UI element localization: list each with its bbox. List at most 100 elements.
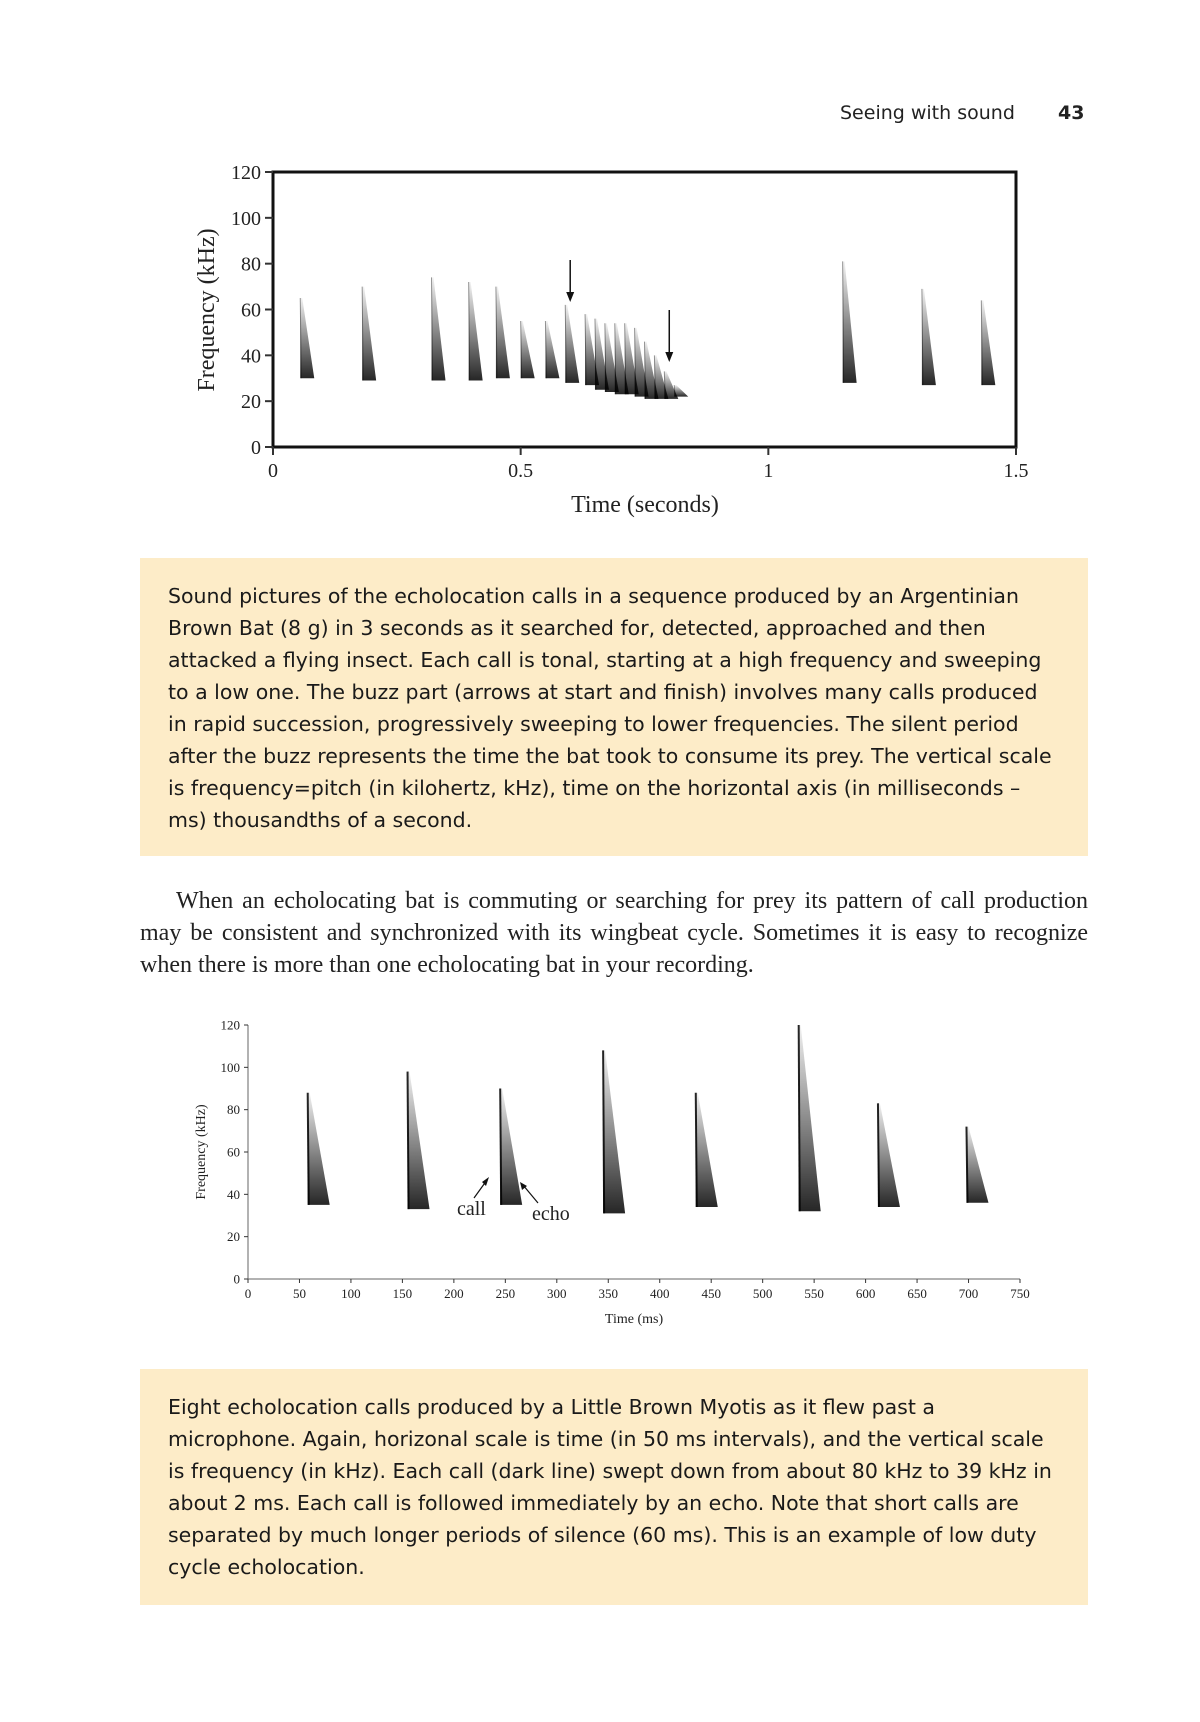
- call-line: [624, 323, 627, 395]
- y-tick-label: 80: [241, 254, 261, 276]
- y-tick-label: 40: [241, 345, 261, 367]
- x-tick-label: 0.5: [508, 460, 533, 482]
- y-tick-label: 100: [221, 1060, 241, 1075]
- call-line: [604, 323, 607, 393]
- arrow-head: [665, 352, 674, 362]
- call-line: [797, 1024, 801, 1212]
- call-line: [980, 300, 983, 386]
- y-tick-label: 120: [221, 1018, 241, 1033]
- call-line: [361, 286, 364, 381]
- y-tick-label: 60: [227, 1145, 240, 1160]
- x-tick-label: 1.5: [1004, 460, 1029, 482]
- call-trace: [520, 320, 535, 379]
- y-tick-label: 0: [234, 1272, 241, 1287]
- y-tick-label: 120: [231, 162, 261, 184]
- x-tick-label: 200: [444, 1286, 464, 1301]
- call-line: [499, 1088, 503, 1205]
- x-tick-label: 300: [547, 1286, 567, 1301]
- call-trace: [545, 320, 560, 379]
- x-tick-label: 450: [701, 1286, 721, 1301]
- call-trace: [495, 286, 510, 379]
- call-trace: [468, 282, 483, 381]
- call-trace: [300, 298, 315, 379]
- x-tick-label: 750: [1010, 1286, 1030, 1301]
- call-line: [306, 1092, 310, 1205]
- call-line: [602, 1050, 606, 1214]
- call-line: [876, 1103, 880, 1208]
- call-line: [644, 341, 646, 399]
- y-tick-label: 100: [231, 208, 261, 230]
- call-line: [673, 385, 676, 397]
- x-tick-label: 550: [804, 1286, 824, 1301]
- y-tick-label: 20: [227, 1229, 240, 1244]
- x-axis-label: Time (ms): [605, 1312, 664, 1327]
- call-line: [406, 1071, 410, 1210]
- x-tick-label: 0: [268, 460, 278, 482]
- call-line: [653, 355, 656, 399]
- call-line: [614, 323, 617, 395]
- x-tick-label: 100: [341, 1286, 361, 1301]
- x-tick-label: 50: [293, 1286, 306, 1301]
- call-trace: [431, 277, 446, 381]
- call-trace: [695, 1092, 718, 1208]
- call-line: [663, 371, 666, 399]
- running-header: Seeing with sound: [840, 102, 1015, 124]
- figure-caption-1: Sound pictures of the echolocation calls…: [140, 558, 1088, 856]
- call-trace: [307, 1092, 330, 1205]
- call-line: [520, 320, 523, 379]
- y-tick-label: 40: [227, 1187, 240, 1202]
- x-axis-label: Time (seconds): [571, 492, 719, 518]
- x-tick-label: 1: [763, 460, 773, 482]
- call-trace: [407, 1071, 430, 1210]
- call-line: [694, 1092, 698, 1208]
- x-tick-label: 350: [599, 1286, 619, 1301]
- call-trace: [362, 286, 377, 381]
- call-line: [634, 327, 637, 397]
- call-trace: [565, 304, 580, 383]
- call-trace: [921, 288, 936, 386]
- x-tick-label: 700: [959, 1286, 979, 1301]
- call-trace: [966, 1126, 989, 1203]
- x-tick-label: 650: [907, 1286, 927, 1301]
- page-number: 43: [1058, 102, 1085, 124]
- y-axis-label: Frequency (kHz): [194, 1104, 209, 1200]
- y-tick-label: 80: [227, 1102, 240, 1117]
- call-trace: [877, 1103, 900, 1208]
- call-line: [564, 304, 567, 383]
- call-line: [594, 318, 597, 390]
- plot-frame: [271, 170, 1018, 449]
- body-paragraph: When an echolocating bat is commuting or…: [140, 888, 1088, 978]
- figure-caption-2: Eight echolocation calls produced by a L…: [140, 1369, 1088, 1605]
- call-trace: [500, 1088, 523, 1205]
- call-line: [468, 281, 471, 381]
- y-tick-label: 0: [251, 437, 261, 459]
- x-tick-label: 150: [393, 1286, 413, 1301]
- call-line: [965, 1126, 969, 1203]
- x-tick-label: 400: [650, 1286, 670, 1301]
- call-trace: [603, 1050, 626, 1214]
- call-trace: [981, 300, 996, 386]
- call-line: [299, 298, 302, 379]
- x-tick-label: 600: [856, 1286, 876, 1301]
- arrow-head: [566, 292, 575, 302]
- call-line: [544, 320, 547, 379]
- call-line: [431, 277, 434, 381]
- call-trace: [674, 385, 689, 397]
- x-tick-label: 0: [245, 1286, 252, 1301]
- y-tick-label: 60: [241, 300, 261, 322]
- call-line: [842, 261, 845, 383]
- echo-label: echo: [532, 1203, 570, 1225]
- echo-arrow: [522, 1184, 539, 1204]
- x-tick-label: 250: [496, 1286, 516, 1301]
- call-label: call: [457, 1198, 486, 1220]
- y-axis-label: Frequency (kHz): [194, 228, 220, 391]
- call-line: [495, 286, 498, 379]
- spectrogram-chart-2: Time (ms) Frequency (kHz) call echo 0 50 1…: [194, 1018, 1030, 1327]
- arrow-head: [520, 1182, 527, 1190]
- arrow-head: [482, 1177, 489, 1186]
- call-trace: [842, 261, 857, 383]
- call-trace: [798, 1025, 821, 1212]
- y-tick-label: 20: [241, 391, 261, 413]
- call-line: [584, 314, 587, 386]
